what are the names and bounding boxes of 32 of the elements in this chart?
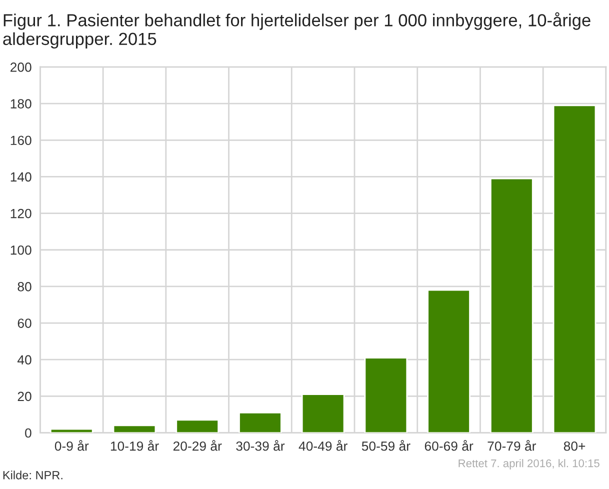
y-tick-label: 80 [18,282,32,292]
x-tick-label: 0-9 år [54,440,89,451]
y-tick-label: 100 [10,245,32,255]
y-tick-label: 60 [18,318,32,328]
x-tick-label: 30-39 år [236,440,285,451]
bar [112,424,156,433]
bar [50,428,94,433]
x-tick-label: 70-79 år [488,440,536,451]
text: Kilde: NPR. [3,470,62,480]
bar [490,178,534,433]
y-tick-label: 180 [10,99,32,108]
y-tick-label: 120 [10,208,32,218]
x-tick-label: 50-59 år [362,440,410,451]
y-tick-label: 200 [10,62,32,72]
y-tick-label: 40 [17,355,32,365]
bar [301,394,345,433]
y-tick-label: 160 [10,136,32,146]
x-tick-label: 60-69 år [424,440,474,451]
bar [364,357,408,433]
y-tick-label: 140 [10,172,32,182]
text: Rettet 7. april 2016, kl. 10:15 [458,459,600,470]
bar [427,289,470,433]
chart-title: Figur 1. Pasienter behandlet for hjertelidelser per 1 000 innbyggere, 10-årige aldersgrupper. 2015 [3,12,590,49]
y-tick-label: 0 [25,428,32,438]
bar [238,412,282,433]
x-tick-label: 40-49 år [298,440,348,451]
bar [176,419,220,433]
x-tick-label: 20-29 år [173,440,222,451]
y-tick-label: 20 [18,392,32,402]
bar [552,104,596,433]
x-tick-label: 10-19 år [110,440,159,451]
x-tick-label: 80+ [564,441,586,451]
